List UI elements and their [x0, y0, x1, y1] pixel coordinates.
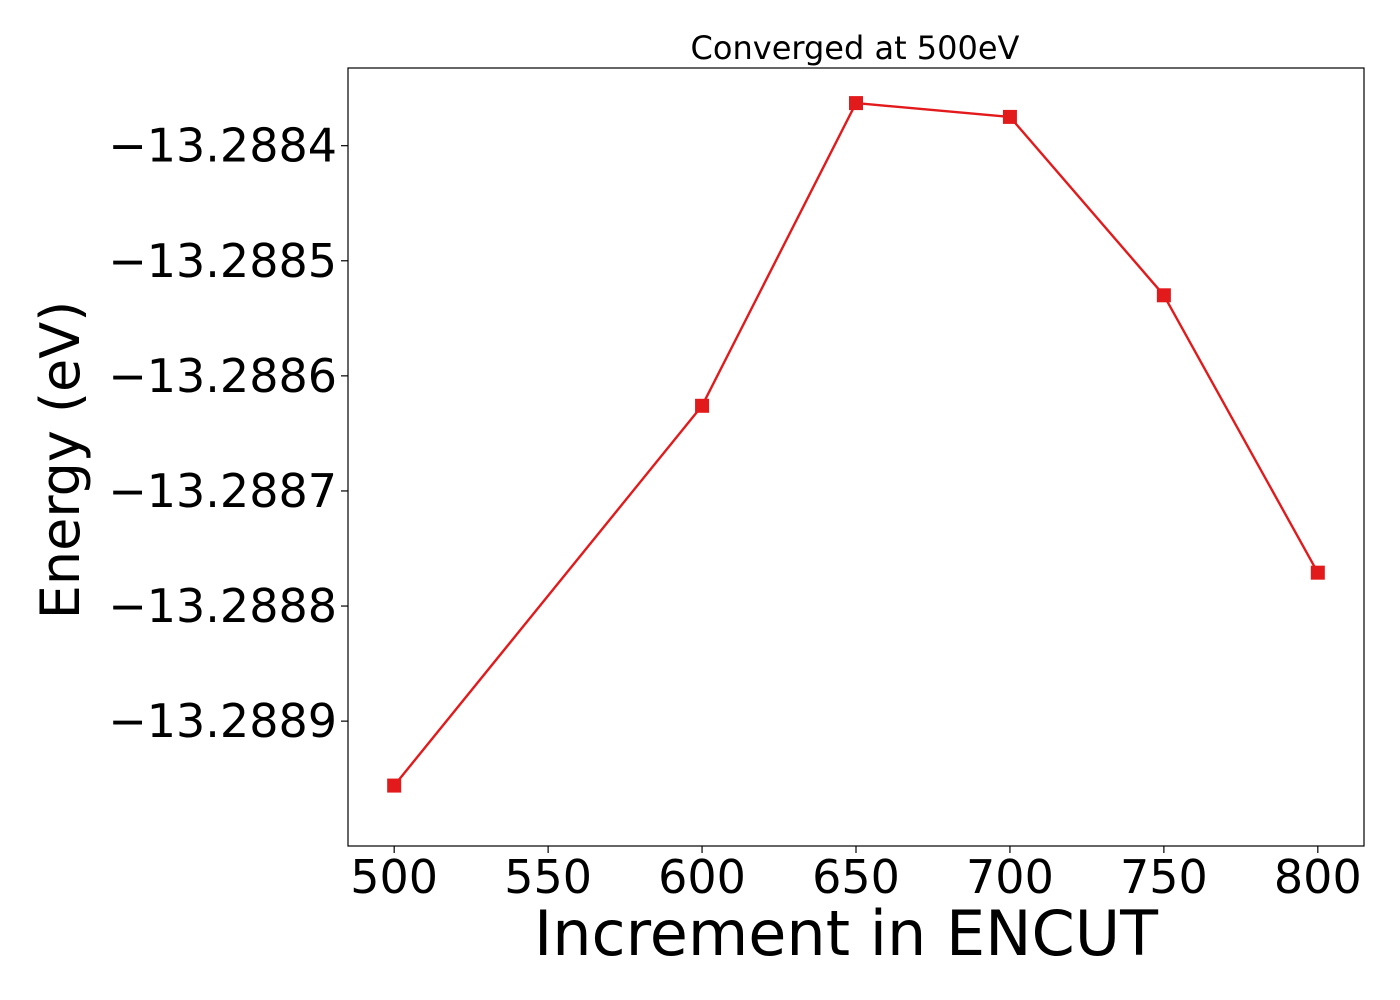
series-line	[393, 101, 1319, 787]
series-layer	[387, 96, 1325, 793]
y-tick-label: −13.2884	[108, 119, 337, 173]
x-tick-label: 500	[350, 850, 438, 904]
y-tick-label: −13.2887	[108, 464, 337, 518]
x-tick-label: 650	[812, 850, 900, 904]
x-tick-label: 800	[1274, 850, 1362, 904]
data-point-marker	[1156, 288, 1171, 303]
chart-title: Converged at 500eV	[691, 29, 1020, 67]
data-point-marker	[849, 96, 863, 111]
y-tick-label: −13.2885	[108, 234, 337, 288]
x-axis-label: Increment in ENCUT	[534, 897, 1159, 970]
x-tick-label: 750	[1120, 850, 1208, 904]
y-axis-label: Energy (eV)	[29, 301, 92, 620]
x-tick-label: 600	[658, 850, 746, 904]
y-tick-label: −13.2888	[108, 579, 337, 633]
x-tick-label: 700	[966, 850, 1054, 904]
data-point-marker	[387, 778, 402, 793]
y-tick-label: −13.2889	[108, 694, 337, 748]
y-tick-label: −13.2886	[108, 349, 337, 403]
x-axis-ticks: 500 550 600 650 700 750 800	[350, 846, 1362, 904]
data-point-marker	[695, 398, 710, 413]
x-tick-label: 550	[504, 850, 592, 904]
y-axis-ticks: −13.2884 −13.2885 −13.2886 −13.2887 −13.2888…	[108, 119, 348, 748]
data-point-marker	[1310, 565, 1325, 580]
data-point-marker	[1002, 109, 1017, 124]
